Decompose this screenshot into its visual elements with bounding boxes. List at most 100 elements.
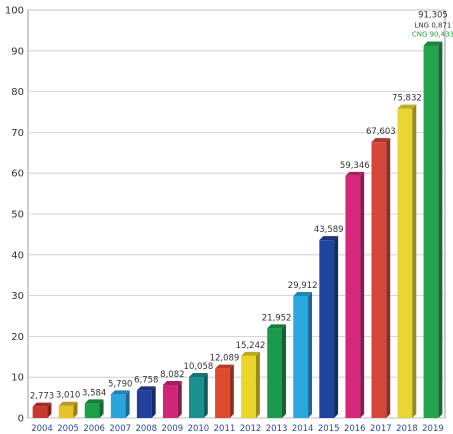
bar-face <box>84 403 100 418</box>
bar-top <box>345 171 365 176</box>
x-tick-label-2013: 2013 <box>266 424 288 434</box>
bar-top <box>32 402 52 407</box>
bar-top <box>293 291 313 296</box>
bar-2017 <box>371 138 391 419</box>
bar-side <box>47 402 52 418</box>
bar-side <box>255 351 260 418</box>
bar-side <box>203 372 208 418</box>
y-tick-label: 80 <box>11 87 24 98</box>
data-label-2011: 12,089 <box>210 354 240 364</box>
bar-2019 <box>423 41 443 419</box>
bar-face <box>189 376 204 418</box>
data-label-2019: 91,305 <box>418 10 448 20</box>
bar-side <box>308 291 313 418</box>
bar-top <box>58 401 78 406</box>
x-tick-label-2019: 2019 <box>422 424 444 434</box>
data-label-2012: 15,242 <box>236 341 266 351</box>
bars <box>32 41 443 419</box>
bar-2006 <box>84 399 104 418</box>
data-label-2014: 29,912 <box>288 281 318 291</box>
x-tick-label-2008: 2008 <box>135 424 157 434</box>
bar-face <box>397 108 413 418</box>
bar-top <box>267 324 286 329</box>
x-axis: 2004 2005 2006 2007 2008 2009 2010 2011 2012 2013… <box>31 424 444 434</box>
bar-side <box>412 104 417 418</box>
bar-face <box>136 390 152 418</box>
bar-2009 <box>162 381 182 418</box>
x-tick-label-2010: 2010 <box>188 424 210 434</box>
x-tick-label-2012: 2012 <box>240 424 262 434</box>
bar-2015 <box>319 236 339 418</box>
bar-side <box>334 236 339 418</box>
bar-top <box>319 236 339 241</box>
bar-2018 <box>397 104 417 418</box>
bar-2010 <box>189 372 208 418</box>
data-label-2018: 75,832 <box>392 94 422 104</box>
x-tick-label-2007: 2007 <box>109 424 131 434</box>
x-tick-label-2016: 2016 <box>344 424 366 434</box>
bar-2016 <box>345 171 365 418</box>
data-label-2010: 10,058 <box>184 362 214 372</box>
data-label-2005: 3,010 <box>56 391 80 401</box>
bar-face <box>110 394 126 418</box>
bar-face <box>32 406 48 418</box>
bar-top <box>84 399 104 404</box>
bar-side <box>73 401 78 418</box>
x-tick-label-2004: 2004 <box>31 424 53 434</box>
bar-top <box>371 138 391 143</box>
bar-face <box>215 368 230 418</box>
bar-face <box>423 45 439 419</box>
bar-side <box>229 364 234 418</box>
x-tick-label-2011: 2011 <box>214 424 236 434</box>
x-tick-label-2005: 2005 <box>57 424 79 434</box>
y-tick-label: 90 <box>11 46 24 57</box>
bar-top <box>136 386 156 391</box>
annotation-cng: CNG 90,433 <box>412 30 453 38</box>
bar-2005 <box>58 401 78 418</box>
data-label-2009: 8,082 <box>160 370 184 380</box>
y-tick-label: 50 <box>11 210 24 221</box>
data-label-2006: 3,584 <box>82 388 106 398</box>
bar-top <box>215 364 234 369</box>
x-tick-label-2015: 2015 <box>318 424 340 434</box>
bar-2012 <box>241 351 260 418</box>
data-label-2004: 2,773 <box>30 392 54 402</box>
bar-2007 <box>110 390 130 418</box>
x-tick-label-2009: 2009 <box>162 424 184 434</box>
bar-2014 <box>293 291 313 418</box>
bar-face <box>267 328 282 418</box>
data-label-2017: 67,603 <box>366 127 396 137</box>
bar-top <box>189 372 208 377</box>
data-label-2013: 21,952 <box>262 313 292 323</box>
x-tick-label-2014: 2014 <box>292 424 314 434</box>
bar-side <box>438 41 443 419</box>
data-label-2007: 5,790 <box>108 379 132 389</box>
bar-top <box>162 381 182 386</box>
bar-face <box>162 385 178 418</box>
data-label-2016: 59,346 <box>340 161 370 171</box>
y-tick-label: 70 <box>11 128 24 139</box>
data-label-2008: 6,758 <box>134 375 158 385</box>
bar-face <box>345 175 361 418</box>
x-tick-label-2006: 2006 <box>83 424 105 434</box>
bar-face <box>58 405 74 418</box>
bar-top <box>110 390 130 395</box>
annotation-lng: LNG 0,871 <box>415 21 452 29</box>
bar-face <box>241 355 256 418</box>
bar-top <box>241 351 260 356</box>
bar-2011 <box>215 364 234 418</box>
y-tick-label: 40 <box>11 250 24 261</box>
y-axis: 0 10 20 30 40 50 60 70 80 90 100 <box>5 6 24 425</box>
bar-side <box>151 386 156 418</box>
x-tick-label-2018: 2018 <box>396 424 418 434</box>
y-tick-label: 60 <box>11 169 24 180</box>
bar-face <box>293 295 309 418</box>
y-tick-label: 20 <box>11 332 24 343</box>
bar-side <box>360 171 365 418</box>
bar-face <box>319 240 335 418</box>
y-tick-label: 0 <box>18 414 24 425</box>
bar-side <box>281 324 286 418</box>
